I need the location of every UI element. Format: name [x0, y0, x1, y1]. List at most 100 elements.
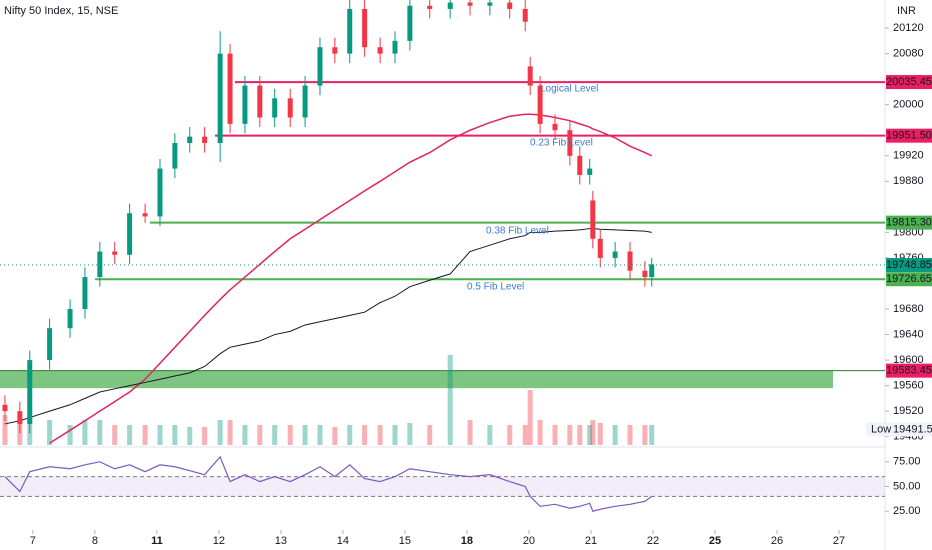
rsi-line [4, 455, 653, 512]
candle-body [649, 264, 655, 278]
volume-bar [97, 420, 103, 445]
candle-body [242, 85, 248, 124]
volume-bar [552, 425, 558, 445]
volume-bar [227, 420, 233, 445]
volume-bar [527, 390, 533, 445]
x-tick-label: 18 [461, 535, 473, 547]
candle-body [392, 40, 398, 54]
annotation: Logical Level [540, 84, 598, 95]
volume-bar [627, 425, 633, 445]
price-label-box [886, 128, 932, 143]
x-tick-label: 14 [337, 535, 349, 547]
annotation: 0.38 Fib Level [486, 226, 549, 237]
candle-body [642, 270, 648, 278]
volume-bar [67, 425, 73, 445]
price-label-box [886, 75, 932, 90]
candle-body [47, 328, 53, 361]
price-label-box [886, 215, 932, 230]
volume-bar [47, 420, 53, 445]
volume-bar [377, 425, 383, 445]
low-label-box [866, 422, 932, 437]
volume-bar [257, 425, 263, 445]
volume-bar [447, 355, 453, 445]
candle-body [627, 251, 633, 271]
volume-bar [112, 425, 118, 445]
currency: INR [897, 5, 916, 17]
volume-bar [522, 425, 528, 445]
low-text: Low [871, 423, 891, 435]
volume-bar [82, 420, 88, 445]
annotation: 0.23 Fib Level [530, 138, 593, 149]
price-label: 19726.65 [886, 273, 932, 285]
price-label-box [886, 258, 932, 273]
y-tick-label: 75.00 [893, 456, 921, 468]
candle-body [172, 143, 178, 169]
candle-body [332, 47, 338, 54]
annotation: 0.5 Fib Level [467, 282, 524, 293]
candle-body [377, 47, 383, 54]
price-label: 19583.45 [886, 365, 932, 377]
x-tick-label: 12 [213, 535, 225, 547]
candle-body [227, 53, 233, 124]
volume-bar [332, 427, 338, 445]
zone [0, 370, 833, 389]
candle-body [362, 8, 368, 48]
chart-title: Nifty 50 Index, 15, NSE [4, 5, 118, 17]
candle-body [577, 155, 583, 175]
moving-average [4, 228, 652, 425]
volume-bar [587, 425, 593, 445]
price-label: 19815.30 [886, 217, 932, 229]
y-tick-label: 19640 [893, 328, 924, 340]
volume-bar [157, 425, 163, 445]
volume-bar [317, 425, 323, 445]
x-tick-label: 27 [833, 535, 845, 547]
y-tick-label: 19560 [893, 380, 924, 392]
price-label: 19951.50 [886, 130, 932, 142]
volume-bar [612, 425, 618, 445]
x-tick-label: 15 [399, 535, 411, 547]
volume-bar [507, 425, 513, 445]
candle-body [587, 168, 593, 175]
x-tick-label: 11 [151, 535, 163, 547]
x-tick-label: 8 [92, 535, 98, 547]
volume-bar [427, 425, 433, 445]
y-tick-label: 19880 [893, 175, 924, 187]
candle-body [612, 251, 618, 258]
volume-bar [172, 425, 178, 445]
price-label: 20035.45 [886, 76, 932, 88]
volume-bar [142, 425, 148, 445]
x-tick-label: 21 [585, 535, 597, 547]
rsi-band [0, 476, 885, 497]
volume-bar [187, 427, 193, 445]
y-tick-label: 19680 [893, 303, 924, 315]
volume-bar [407, 423, 413, 445]
volume-bar [642, 425, 648, 445]
candle-body [257, 85, 263, 118]
volume-bar [597, 423, 603, 445]
candle-body [552, 123, 558, 131]
volume-bar [487, 425, 493, 445]
candle-body [407, 5, 413, 41]
candle-body [302, 85, 308, 118]
volume-bar [2, 415, 8, 445]
volume-bar [287, 425, 293, 445]
candle-body [467, 2, 473, 6]
volume-bar [392, 425, 398, 445]
candle-body [590, 200, 596, 239]
candle-body [272, 98, 278, 118]
candle-body [567, 130, 573, 156]
x-tick-label: 25 [709, 535, 721, 547]
volume-bar [649, 425, 655, 445]
candle-body [447, 2, 453, 9]
y-tick-label: 20000 [893, 99, 924, 111]
volume-bar [567, 425, 573, 445]
volume-bar [272, 425, 278, 445]
x-tick-label: 22 [647, 535, 659, 547]
candle-body [202, 136, 208, 144]
candle-body [522, 8, 528, 22]
volume-bar [347, 425, 353, 445]
candle-body [537, 85, 543, 124]
candle-body [127, 213, 133, 255]
candle-body [27, 360, 33, 424]
